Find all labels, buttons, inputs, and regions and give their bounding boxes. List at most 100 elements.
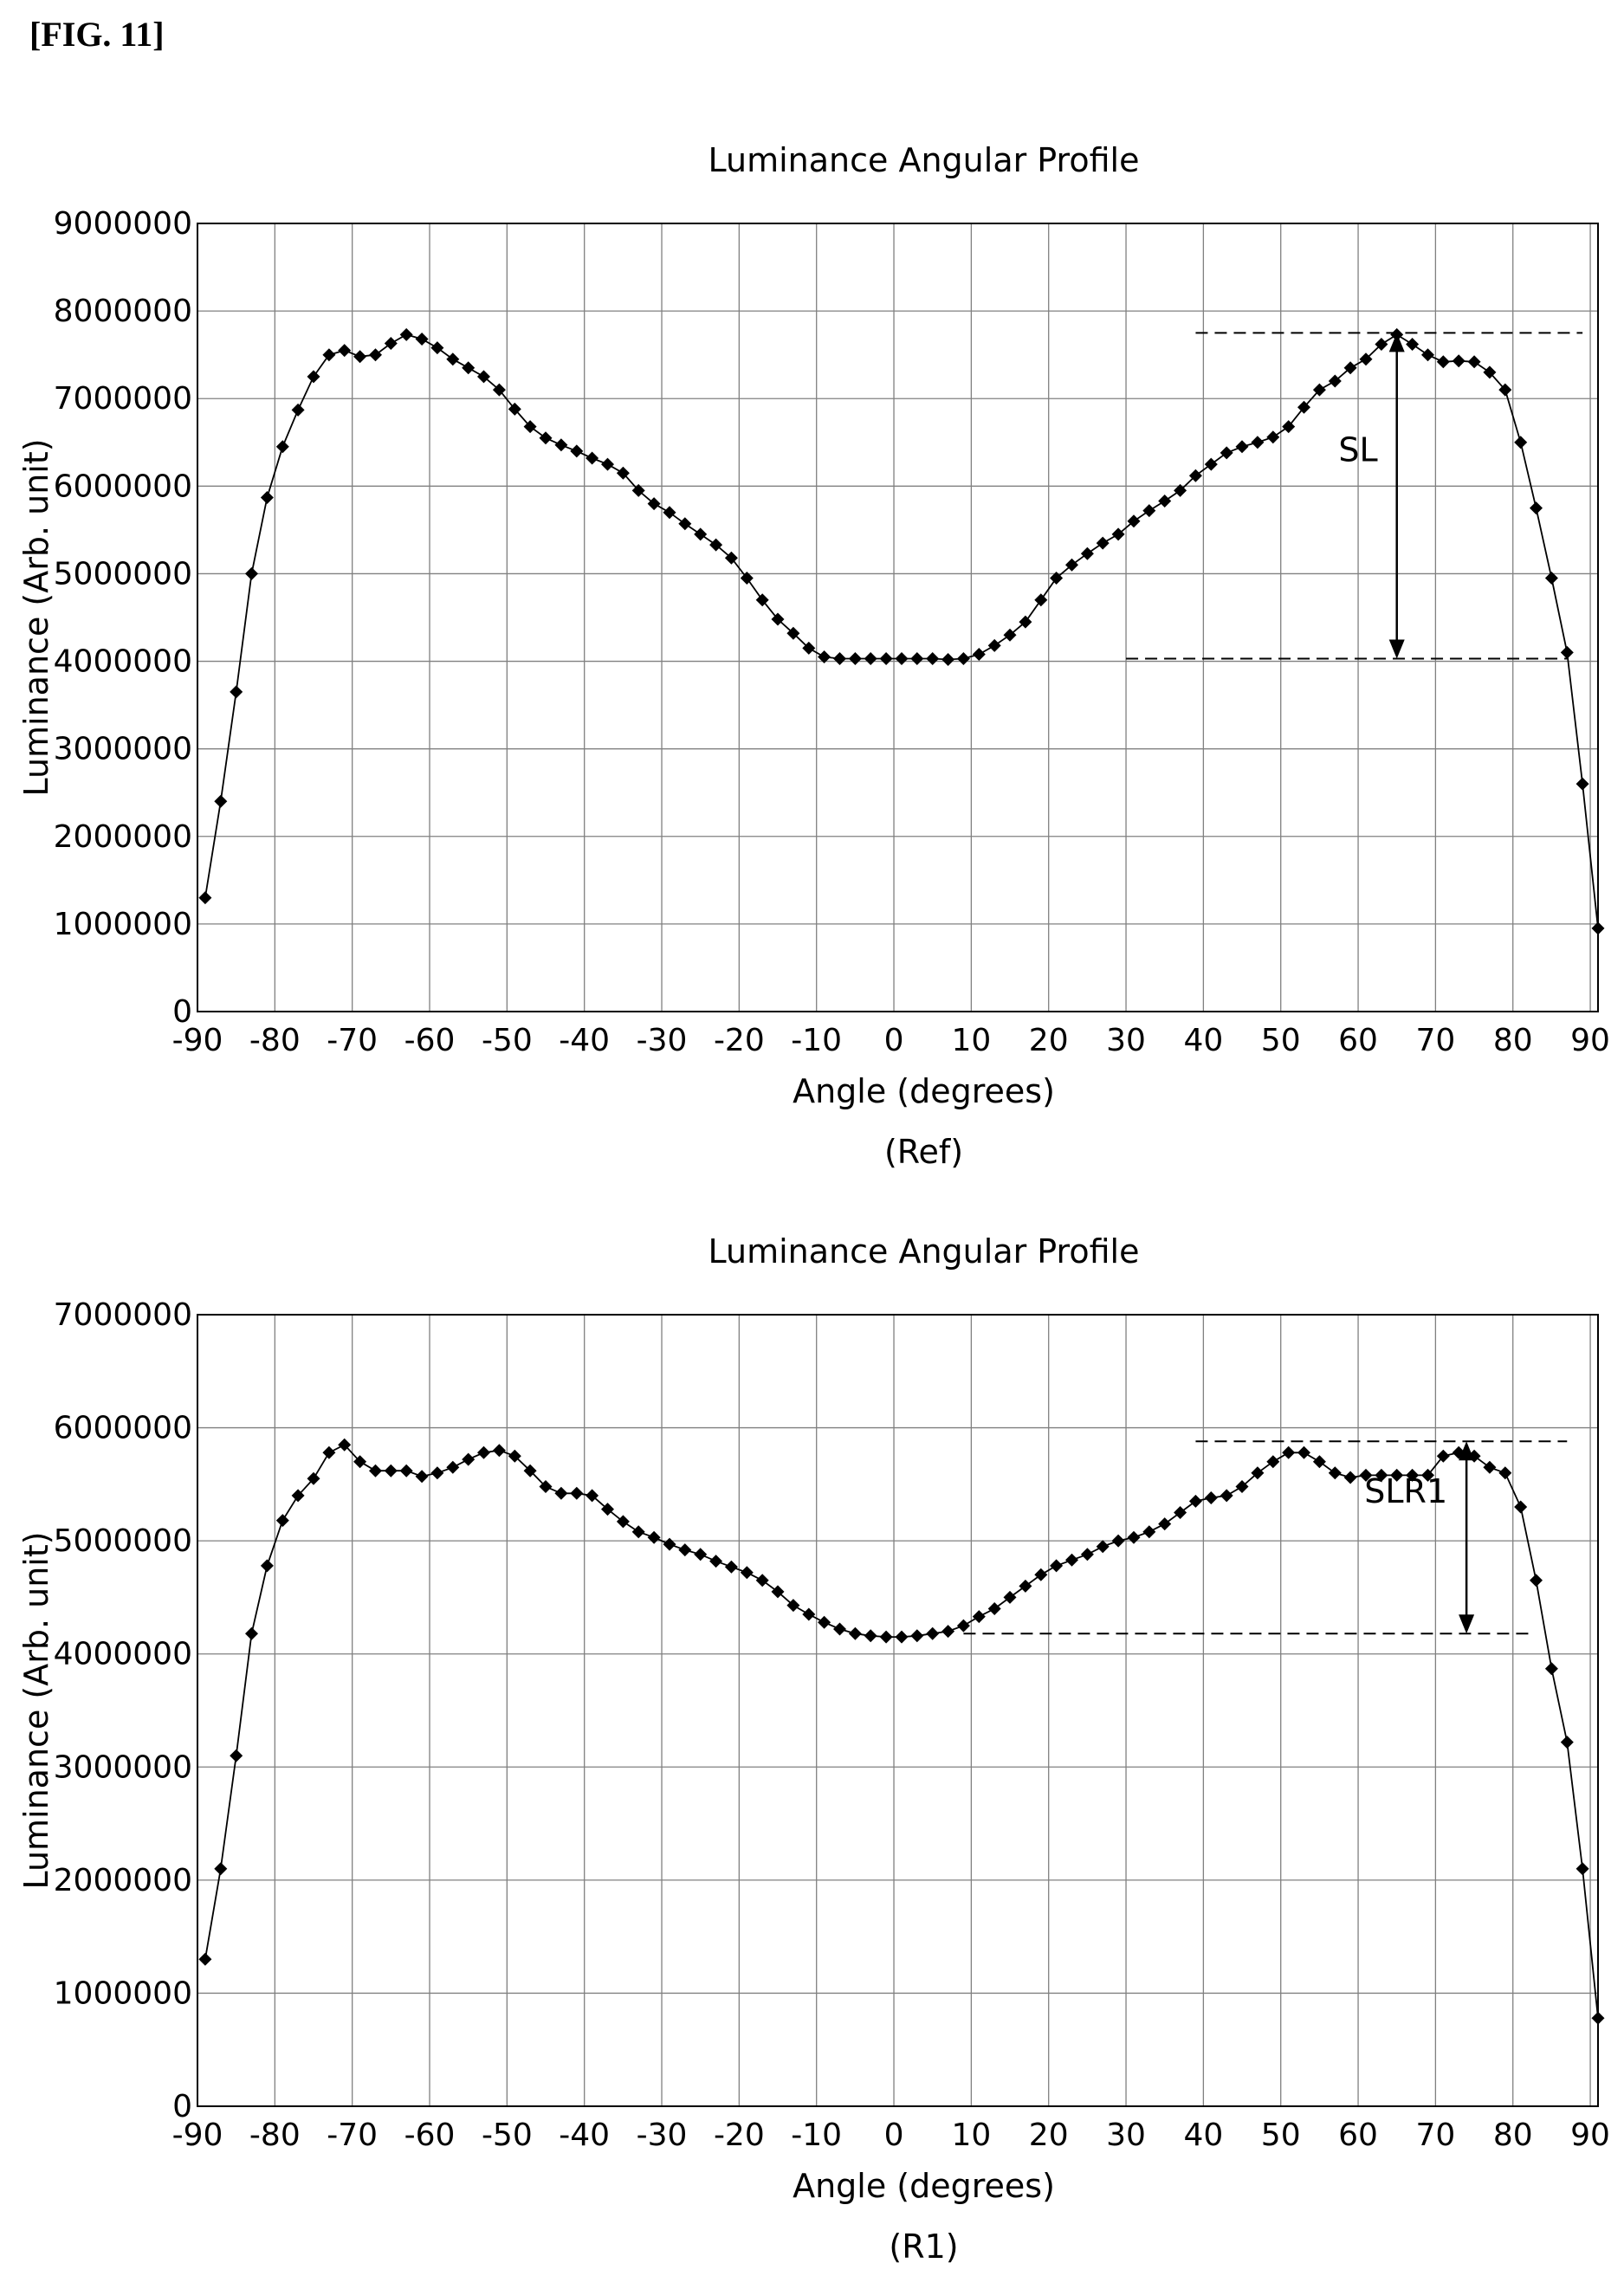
r1-data-point <box>1174 1506 1187 1519</box>
ref-series-line <box>204 333 1599 928</box>
r1-data-point <box>1560 1736 1574 1749</box>
ref-x-tick-label: -80 <box>249 1023 301 1058</box>
ref-data-point <box>1142 504 1156 518</box>
ref-annotation-arrowhead-up <box>1388 333 1405 352</box>
ref-data-point <box>1174 483 1187 497</box>
r1-data-point <box>554 1486 568 1500</box>
r1-x-tick-label: -80 <box>249 2118 301 2153</box>
r1-data-point <box>631 1525 645 1539</box>
r1-title: Luminance Angular Profile <box>708 1232 1140 1271</box>
ref-data-point <box>1406 338 1420 351</box>
ref-x-tick-label: 90 <box>1570 1023 1610 1058</box>
ref-data-point <box>740 572 754 585</box>
ref-data-point <box>245 566 258 580</box>
r1-data-point <box>1375 1468 1388 1482</box>
ref-data-point <box>477 370 490 384</box>
r1-data-point <box>956 1619 970 1633</box>
ref-data-point <box>508 402 521 416</box>
ref-plot-frame <box>197 223 1599 1012</box>
ref-x-tick-label: -30 <box>637 1023 688 1058</box>
ref-data-point <box>663 506 676 520</box>
r1-data-point <box>1312 1455 1326 1469</box>
r1-data-point <box>399 1464 413 1478</box>
r1-data-point <box>384 1464 398 1478</box>
ref-y-tick-label: 5000000 <box>54 556 192 592</box>
r1-x-tick-label: 0 <box>884 2118 904 2153</box>
ref-y-tick-label: 8000000 <box>54 294 192 329</box>
ref-data-point <box>1266 430 1280 444</box>
r1-data-point <box>1390 1468 1404 1482</box>
ref-data-point <box>1127 514 1141 528</box>
r1-data-point <box>848 1626 862 1640</box>
r1-x-tick-label: 20 <box>1029 2118 1069 2153</box>
r1-x-tick-label: -40 <box>559 2118 610 2153</box>
r1-data-point <box>230 1749 243 1762</box>
r1-x-tick-label: -60 <box>404 2118 456 2153</box>
r1-data-point <box>1251 1466 1265 1480</box>
r1-data-point <box>1483 1460 1497 1474</box>
ref-data-point <box>1452 354 1465 368</box>
r1-data-point <box>307 1471 320 1485</box>
ref-data-point <box>586 451 599 465</box>
r1-data-point <box>864 1629 877 1643</box>
ref-data-point <box>291 403 305 417</box>
ref-data-point <box>570 444 584 458</box>
r1-data-point <box>1498 1466 1512 1480</box>
r1-data-point <box>1436 1449 1450 1463</box>
ref-y-tick-label: 3000000 <box>54 732 192 767</box>
ref-data-point <box>1328 374 1342 388</box>
ref-x-tick-label: -50 <box>482 1023 533 1058</box>
r1-data-point <box>833 1622 846 1636</box>
r1-data-point <box>755 1574 769 1587</box>
r1-data-point <box>910 1629 924 1643</box>
r1-data-point <box>678 1543 692 1557</box>
ref-x-tick-label: -10 <box>791 1023 842 1058</box>
r1-data-point <box>322 1445 336 1459</box>
ref-x-tick-label: -70 <box>327 1023 378 1058</box>
ref-data-point <box>601 457 614 471</box>
ref-data-point <box>1034 593 1048 607</box>
ref-y-tick-label: 1000000 <box>54 907 192 942</box>
ref-data-point <box>1436 355 1450 369</box>
ref-data-point <box>1220 446 1233 460</box>
r1-data-point <box>1343 1471 1357 1484</box>
ref-x-tick-label: 40 <box>1183 1023 1223 1058</box>
r1-data-point <box>1065 1553 1078 1567</box>
ref-data-point <box>818 650 831 663</box>
r1-y-tick-label: 4000000 <box>54 1637 192 1672</box>
r1-data-point <box>740 1566 754 1580</box>
ref-annotation-arrowhead-down <box>1388 639 1405 659</box>
ref-data-point <box>539 431 553 445</box>
ref-data-point <box>415 333 429 346</box>
r1-data-point <box>926 1626 940 1640</box>
r1-data-point <box>586 1489 599 1503</box>
ref-data-point <box>1158 495 1172 508</box>
r1-y-tick-label: 1000000 <box>54 1975 192 2011</box>
r1-data-point <box>601 1503 614 1516</box>
ref-data-point <box>369 348 382 362</box>
r1-data-point <box>879 1630 893 1644</box>
ref-x-tick-label: -20 <box>714 1023 765 1058</box>
ref-x-tick-label: 70 <box>1415 1023 1455 1058</box>
r1-data-point <box>492 1444 506 1458</box>
r1-x-tick-label: -70 <box>327 2118 378 2153</box>
r1-data-point <box>1003 1590 1017 1604</box>
r1-data-point <box>895 1630 909 1644</box>
r1-data-point <box>1142 1525 1156 1539</box>
ref-data-point <box>1003 628 1017 642</box>
ref-data-point <box>1467 355 1481 369</box>
r1-y-tick-label: 7000000 <box>54 1297 192 1333</box>
ref-data-point <box>554 438 568 452</box>
ref-data-point <box>956 652 970 665</box>
ref-data-point <box>1235 440 1249 454</box>
r1-data-point <box>1544 1662 1558 1676</box>
ref-data-point <box>1390 327 1404 341</box>
r1-data-point <box>1421 1468 1434 1482</box>
ref-data-point <box>1111 527 1125 541</box>
ref-data-point <box>895 652 909 665</box>
r1-caption: (R1) <box>889 2228 958 2266</box>
r1-data-point <box>1034 1568 1048 1581</box>
ref-data-point <box>462 361 476 375</box>
ref-data-point <box>941 653 955 666</box>
ref-data-point <box>492 383 506 397</box>
